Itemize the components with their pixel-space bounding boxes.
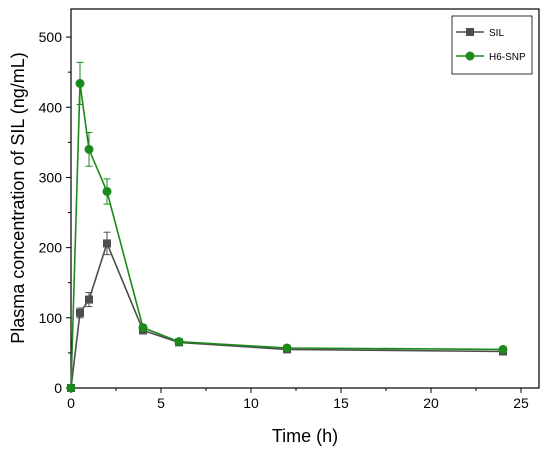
x-tick-label: 15 xyxy=(333,395,349,411)
y-tick-label: 200 xyxy=(39,240,63,256)
x-tick-label: 5 xyxy=(157,395,165,411)
y-tick-label: 400 xyxy=(39,99,63,115)
x-axis-ticks: 0 5 10 15 20 25 xyxy=(67,388,529,411)
x-tick-label: 20 xyxy=(423,395,439,411)
data-point xyxy=(174,337,184,347)
series-h6-snp xyxy=(66,61,508,393)
series-sil xyxy=(67,231,507,392)
series-layer xyxy=(66,61,508,393)
data-point xyxy=(85,295,93,304)
data-point xyxy=(498,344,508,354)
legend-marker xyxy=(466,28,474,36)
data-point xyxy=(66,383,76,393)
data-point xyxy=(84,144,94,154)
y-tick-label: 100 xyxy=(39,310,63,326)
y-tick-label: 300 xyxy=(39,169,63,185)
series-line xyxy=(70,83,504,389)
data-point xyxy=(75,78,85,88)
y-tick-label: 0 xyxy=(54,380,62,396)
data-point xyxy=(102,186,112,196)
data-point xyxy=(282,343,292,353)
y-axis-title: Plasma concentration of SIL (ng/mL) xyxy=(8,52,28,343)
legend-marker xyxy=(465,51,475,61)
x-tick-label: 0 xyxy=(67,395,75,411)
data-point xyxy=(76,308,84,317)
legend-label: H6-SNP xyxy=(489,52,526,63)
series-line xyxy=(70,241,504,389)
plot-area xyxy=(70,8,540,389)
y-axis-ticks: 0 100 200 300 400 500 xyxy=(39,29,71,396)
legend-label: SIL xyxy=(489,28,504,39)
y-tick-label: 500 xyxy=(39,29,63,45)
axes-frame xyxy=(70,8,540,389)
legend-box xyxy=(451,15,533,75)
data-point xyxy=(103,239,111,248)
x-tick-label: 10 xyxy=(243,395,259,411)
legend: SIL H6-SNP xyxy=(451,15,533,75)
legend-item: H6-SNP xyxy=(456,51,526,63)
data-point xyxy=(138,323,148,333)
legend-item: SIL xyxy=(456,28,504,39)
x-tick-label: 25 xyxy=(513,395,529,411)
x-axis-title: Time (h) xyxy=(272,426,338,446)
